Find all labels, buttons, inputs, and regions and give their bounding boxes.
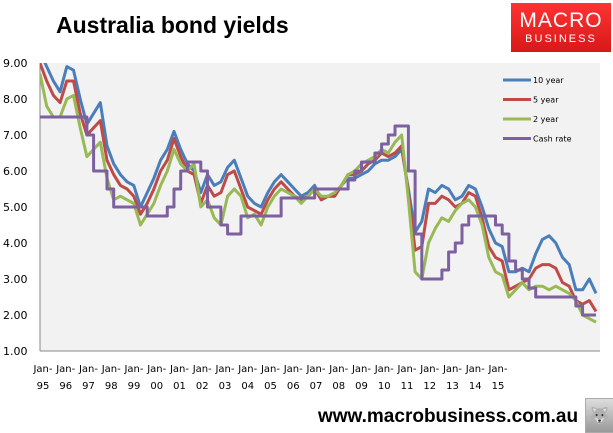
x-tick-label: Jan- xyxy=(396,364,416,375)
x-tick-label: 01 xyxy=(173,381,186,392)
legend-label: Cash rate xyxy=(533,135,572,144)
y-tick-label: 5.00 xyxy=(3,201,28,214)
legend-label: 10 year xyxy=(533,76,564,85)
legend-label: 5 year xyxy=(533,96,559,105)
x-tick-label: Jan- xyxy=(442,364,462,375)
y-tick-label: 7.00 xyxy=(3,129,28,142)
x-tick-label: Jan- xyxy=(237,364,257,375)
x-tick-label: Jan- xyxy=(465,364,485,375)
series-line-2-year xyxy=(40,73,597,324)
x-tick-label: Jan- xyxy=(351,364,371,375)
chart-title: Australia bond yields xyxy=(56,12,289,38)
y-tick-label: 3.00 xyxy=(3,273,28,286)
x-tick-label: 00 xyxy=(150,381,163,392)
x-tick-label: Jan- xyxy=(101,364,121,375)
y-tick-label: 6.00 xyxy=(3,165,28,178)
x-tick-label: Jan- xyxy=(146,364,166,375)
x-tick-label: 09 xyxy=(355,381,368,392)
footer-url: www.macrobusiness.com.au xyxy=(318,406,579,427)
x-tick-label: Jan- xyxy=(305,364,325,375)
x-tick-label: Jan- xyxy=(214,364,234,375)
y-tick-label: 8.00 xyxy=(3,93,28,106)
x-tick-label: Jan- xyxy=(283,364,303,375)
y-tick-label: 1.00 xyxy=(3,345,28,358)
x-tick-label: Jan- xyxy=(328,364,348,375)
logo-line2: BUSINESS xyxy=(525,33,597,45)
x-tick-label: 06 xyxy=(287,381,300,392)
x-tick-label: 96 xyxy=(59,381,72,392)
x-tick-label: Jan- xyxy=(32,364,52,375)
x-tick-label: 07 xyxy=(310,381,323,392)
legend-label: 2 year xyxy=(533,115,559,124)
macrobusiness-logo: MACRO BUSINESS xyxy=(511,3,611,52)
x-tick-label: 03 xyxy=(219,381,232,392)
y-tick-label: 4.00 xyxy=(3,237,28,250)
x-tick-label: 97 xyxy=(82,381,95,392)
x-tick-label: 15 xyxy=(492,381,505,392)
x-tick-label: Jan- xyxy=(374,364,394,375)
x-tick-label: Jan- xyxy=(123,364,143,375)
series-line-cash-rate xyxy=(40,115,598,317)
x-tick-label: 05 xyxy=(264,381,277,392)
x-tick-label: 13 xyxy=(446,381,459,392)
x-tick-label: Jan- xyxy=(260,364,280,375)
x-tick-label: 10 xyxy=(378,381,391,392)
x-tick-label: 12 xyxy=(423,381,436,392)
x-tick-label: 08 xyxy=(332,381,345,392)
x-tick-label: 11 xyxy=(401,381,414,392)
logo-line1: MACRO xyxy=(519,9,603,32)
x-tick-label: 95 xyxy=(37,381,50,392)
x-tick-label: 04 xyxy=(241,381,254,392)
x-tick-label: Jan- xyxy=(169,364,189,375)
y-tick-label: 2.00 xyxy=(3,309,28,322)
x-tick-label: 99 xyxy=(128,381,141,392)
x-tick-label: 02 xyxy=(196,381,209,392)
x-tick-label: 14 xyxy=(469,381,482,392)
x-tick-label: Jan- xyxy=(55,364,75,375)
x-tick-label: Jan- xyxy=(419,364,439,375)
x-tick-label: Jan- xyxy=(78,364,98,375)
x-tick-label: Jan- xyxy=(487,364,507,375)
x-tick-label: Jan- xyxy=(192,364,212,375)
wolf-icon: 🐺 xyxy=(585,398,613,433)
y-tick-label: 9.00 xyxy=(3,57,28,70)
x-tick-label: 98 xyxy=(105,381,118,392)
